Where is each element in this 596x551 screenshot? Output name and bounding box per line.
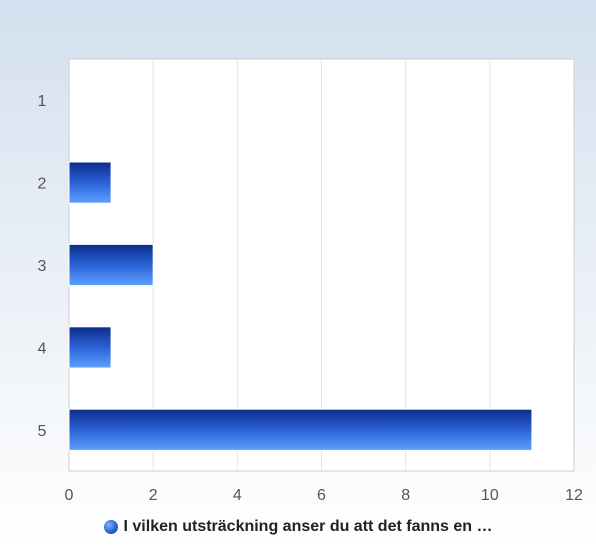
bar-4 [68,326,112,369]
x-tick-label: 2 [149,487,158,504]
category-label: 3 [38,258,47,275]
bar-2 [68,161,112,204]
x-tick-label: 6 [317,487,326,504]
x-tick-label: 12 [565,487,583,504]
x-tick-labels: 0 2 4 6 8 10 12 [65,487,583,504]
bar-5 [68,408,533,451]
bars [68,161,533,451]
x-tick-label: 0 [65,487,74,504]
legend-label: I vilken utsträckning anser du att det f… [123,518,493,535]
x-tick-label: 10 [481,487,499,504]
category-label: 1 [38,93,47,110]
category-label: 2 [38,176,47,193]
x-tick-label: 8 [401,487,410,504]
category-label: 5 [38,423,47,440]
legend-marker [103,520,118,534]
bar-3 [68,243,154,287]
category-labels: 1 2 3 4 5 [38,93,47,440]
category-label: 4 [38,340,47,357]
legend: I vilken utsträckning anser du att det f… [0,518,596,536]
grid-lines [152,59,491,471]
x-tick-label: 4 [233,487,242,504]
